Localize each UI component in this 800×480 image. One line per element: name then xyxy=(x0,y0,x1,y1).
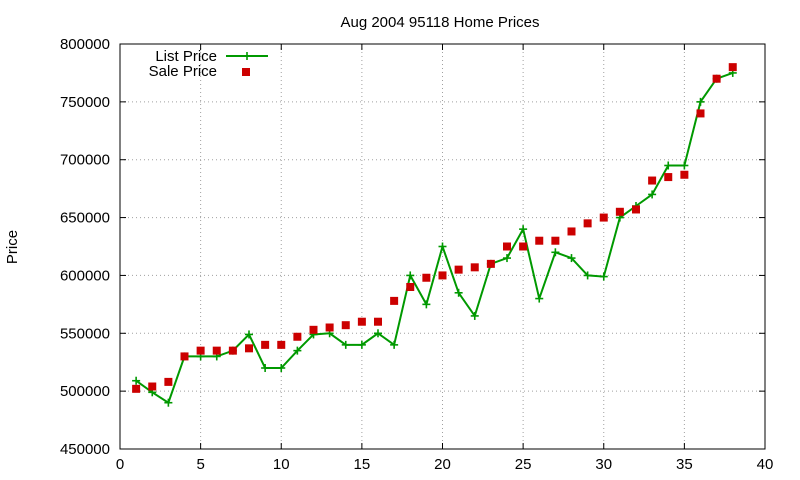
sale-price-point xyxy=(228,346,237,355)
y-tick-label: 700000 xyxy=(60,152,110,169)
sale-price-point xyxy=(535,236,544,245)
sale-price-point xyxy=(406,283,415,291)
list-price-point xyxy=(648,190,657,199)
y-tick-label: 750000 xyxy=(60,94,110,111)
list-price-point xyxy=(277,364,286,372)
sale-price-point xyxy=(696,109,705,118)
x-tick-label: 35 xyxy=(676,456,693,473)
y-tick-label: 600000 xyxy=(60,267,110,284)
sale-price-point xyxy=(212,346,221,355)
list-price-point xyxy=(132,376,141,385)
legend-sample-sale-price-marker xyxy=(242,68,250,76)
x-tick-label: 0 xyxy=(116,456,124,473)
sale-price-point xyxy=(519,242,528,251)
x-tick-label: 5 xyxy=(196,456,204,473)
x-tick-label: 25 xyxy=(515,456,532,473)
sale-price-point xyxy=(551,236,560,245)
sale-price-point xyxy=(148,382,157,391)
sale-price-point xyxy=(132,384,141,393)
chart-title: Aug 2004 95118 Home Prices xyxy=(340,14,539,31)
legend-label-list-price: List Price xyxy=(155,48,217,65)
series-layer xyxy=(132,63,737,407)
axes: 0 5 10 15 20 25 30 35 40 450000 500000 550000 600000… xyxy=(60,36,773,473)
sale-price-point xyxy=(293,332,302,341)
sale-price-point xyxy=(486,259,495,268)
y-tick-label: 650000 xyxy=(60,210,110,227)
list-price-point xyxy=(293,346,302,355)
y-axis-title: Price xyxy=(4,230,21,264)
list-price-point xyxy=(535,294,544,303)
sale-price-point xyxy=(341,321,350,330)
sale-price-point xyxy=(390,296,399,305)
list-price-point xyxy=(519,225,528,234)
sale-price-point xyxy=(180,352,189,361)
legend: List Price Sale Price xyxy=(149,48,268,80)
list-price-point xyxy=(567,254,576,263)
sale-price-point xyxy=(374,317,382,326)
sale-price-point xyxy=(648,176,657,185)
x-tick-label: 20 xyxy=(434,456,451,473)
sale-price-point xyxy=(357,317,366,326)
sale-price-point xyxy=(680,170,689,179)
list-price-point xyxy=(390,340,399,349)
sale-price-point xyxy=(664,173,673,182)
x-tick-label: 30 xyxy=(595,456,612,473)
sale-price-point xyxy=(454,265,463,274)
y-tick-label: 450000 xyxy=(60,441,110,458)
sale-price-point xyxy=(503,242,511,251)
sale-price-point xyxy=(712,74,721,83)
list-price-point xyxy=(341,340,350,349)
list-price-point xyxy=(470,311,479,320)
sale-price-point xyxy=(325,323,334,332)
sale-price-point xyxy=(728,63,737,72)
sale-price-point xyxy=(615,207,624,216)
sale-price-point xyxy=(583,219,592,228)
list-price-point xyxy=(164,398,173,407)
list-price-line xyxy=(135,71,734,405)
list-price-point xyxy=(680,161,689,170)
list-price-point xyxy=(261,364,270,372)
list-price-point xyxy=(357,340,366,349)
sale-price-point xyxy=(470,263,479,272)
list-price-point xyxy=(696,97,705,106)
list-price-point xyxy=(599,272,608,281)
sale-price-point xyxy=(245,344,253,353)
sale-price-point xyxy=(196,346,205,355)
legend-sample-list-price-marker xyxy=(243,52,251,60)
sale-price-point xyxy=(567,227,576,236)
sale-price-point xyxy=(277,340,286,349)
list-price-point xyxy=(422,300,431,309)
list-price-point xyxy=(454,288,463,297)
sale-price-point xyxy=(261,340,270,349)
list-price-point xyxy=(503,254,511,263)
list-price-point xyxy=(245,330,253,339)
x-tick-label: 10 xyxy=(273,456,290,473)
x-tick-label: 15 xyxy=(354,456,371,473)
list-price-point xyxy=(664,161,673,170)
legend-label-sale-price: Sale Price xyxy=(149,63,217,80)
sale-price-point xyxy=(599,213,608,222)
x-tick-label: 40 xyxy=(757,456,774,473)
list-price-point xyxy=(583,271,592,280)
sale-price-point xyxy=(164,377,173,386)
y-tick-label: 550000 xyxy=(60,325,110,342)
sale-price-point xyxy=(422,273,431,282)
sale-price-point xyxy=(438,271,447,280)
sale-price-point xyxy=(309,325,318,334)
y-tick-label: 800000 xyxy=(60,36,110,53)
list-price-point xyxy=(374,329,382,338)
list-price-point xyxy=(406,271,415,280)
sale-price-point xyxy=(632,205,640,214)
list-price-point xyxy=(551,248,560,257)
list-price-point xyxy=(438,242,447,251)
y-tick-label: 500000 xyxy=(60,383,110,400)
